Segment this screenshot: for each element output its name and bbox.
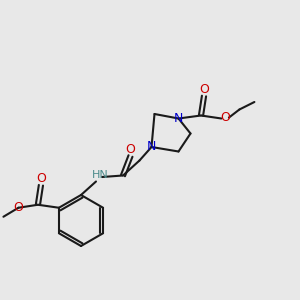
Text: O: O xyxy=(14,201,23,214)
Text: O: O xyxy=(36,172,46,185)
Text: N: N xyxy=(174,112,183,125)
Text: HN: HN xyxy=(92,170,109,181)
Text: N: N xyxy=(147,140,156,154)
Text: O: O xyxy=(220,111,230,124)
Text: O: O xyxy=(199,83,209,96)
Text: O: O xyxy=(126,143,135,156)
